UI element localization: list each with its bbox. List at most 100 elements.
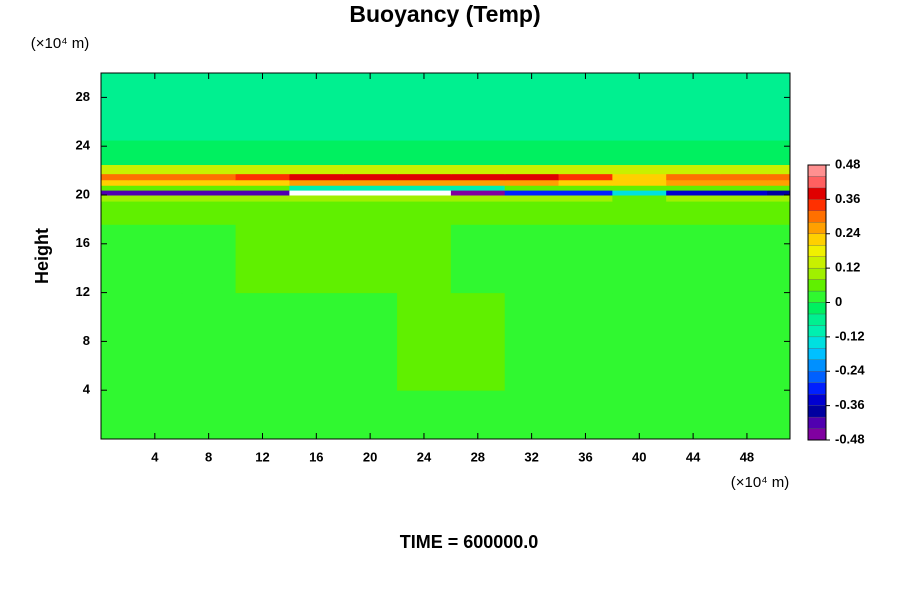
contour-cell [127, 185, 183, 191]
colorbar-tick-label: 0.24 [835, 225, 861, 240]
contour-cell [666, 195, 721, 202]
x-tick-label: 24 [417, 449, 432, 464]
contour-cell [127, 173, 183, 181]
contour-cell [289, 390, 344, 440]
contour-cell [397, 173, 452, 181]
contour-cell [666, 201, 721, 225]
contour-cell [101, 97, 129, 141]
contour-cell [235, 201, 290, 225]
contour-cell [181, 195, 237, 202]
contour-cell [127, 179, 183, 186]
contour-cell [666, 190, 721, 196]
contour-cell [720, 73, 768, 98]
contour-cell [127, 190, 183, 196]
contour-cell [450, 195, 506, 202]
contour-cell [181, 224, 237, 294]
contour-cell [767, 164, 791, 175]
contour-cell [127, 164, 183, 175]
contour-cell [101, 224, 129, 294]
contour-cell [397, 390, 452, 440]
contour-cell [235, 185, 290, 191]
x-tick-label: 28 [471, 449, 485, 464]
y-tick-label: 20 [76, 186, 90, 201]
contour-cell [101, 201, 129, 225]
contour-cell [450, 97, 506, 141]
contour-cell [767, 140, 791, 165]
contour-cell [767, 201, 791, 225]
contour-cell [612, 224, 667, 294]
contour-cell [767, 224, 791, 294]
contour-cell [558, 292, 613, 391]
contour-cell [612, 190, 667, 196]
colorbar-swatch [807, 176, 827, 189]
contour-cell [397, 164, 452, 175]
contour-cell [343, 185, 398, 191]
contour-cell [558, 201, 613, 225]
colorbar-swatch [807, 187, 827, 200]
x-tick-label: 12 [255, 449, 269, 464]
x-tick-label: 44 [686, 449, 701, 464]
contour-cell [181, 97, 237, 141]
y-unit: (×10⁴ m) [31, 35, 90, 52]
colorbar-tick-label: 0.12 [835, 260, 860, 275]
contour-cell [504, 195, 560, 202]
contour-cell [720, 201, 768, 225]
colorbar-swatch [807, 325, 827, 338]
contour-cell [558, 164, 613, 175]
colorbar-swatch [807, 416, 827, 429]
colorbar-swatch [807, 302, 827, 315]
x-tick-label: 20 [363, 449, 377, 464]
contour-cell [127, 201, 183, 225]
contour-cell [235, 140, 290, 165]
contour-cell [235, 97, 290, 141]
x-tick-label: 4 [151, 449, 159, 464]
x-tick-label: 36 [578, 449, 592, 464]
contour-cell [504, 173, 560, 181]
colorbar-tick-label: 0.48 [835, 156, 860, 171]
contour-cell [343, 201, 398, 225]
contour-cell [450, 190, 506, 196]
contour-cell [397, 224, 452, 294]
contour-cell [235, 224, 290, 294]
contour-cell [504, 390, 560, 440]
contour-cell [558, 390, 613, 440]
contour-cell [101, 173, 129, 181]
contour-cell [558, 185, 613, 191]
contour-cell [289, 97, 344, 141]
x-tick-label: 8 [205, 449, 212, 464]
contour-cell [558, 97, 613, 141]
contour-cell [612, 179, 667, 186]
contour-cell [101, 185, 129, 191]
contour-cell [181, 201, 237, 225]
x-unit: (×10⁴ m) [731, 474, 790, 491]
y-tick-label: 24 [76, 138, 91, 153]
y-tick-label: 12 [76, 284, 90, 299]
contour-cell [181, 190, 237, 196]
contour-cell [767, 97, 791, 141]
colorbar-swatch [807, 336, 827, 349]
contour-cell [235, 173, 290, 181]
contour-cell [289, 190, 344, 196]
contour-cell [666, 164, 721, 175]
contour-cell [504, 164, 560, 175]
contour-cell [720, 185, 768, 191]
contour-cell [450, 179, 506, 186]
contour-cell [558, 224, 613, 294]
contour-cell [612, 195, 667, 202]
colorbar-tick-label: 0.36 [835, 191, 860, 206]
contour-cell [558, 195, 613, 202]
contour-cell [101, 190, 129, 196]
contour-cell [450, 201, 506, 225]
contour-cell [612, 140, 667, 165]
colorbar-swatch [807, 348, 827, 360]
contour-cell [612, 164, 667, 175]
contour-cell [397, 190, 452, 196]
contour-cell [720, 190, 768, 196]
colorbar-swatch [807, 394, 827, 406]
colorbar-tick-label: -0.48 [835, 431, 865, 446]
contour-cell [235, 390, 290, 440]
colorbar-swatch [807, 245, 827, 257]
contour-cell [612, 97, 667, 141]
contour-cell [343, 179, 398, 186]
